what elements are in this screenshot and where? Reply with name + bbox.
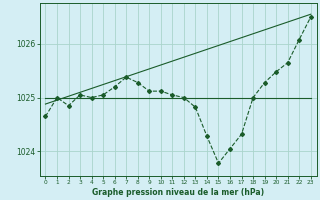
X-axis label: Graphe pression niveau de la mer (hPa): Graphe pression niveau de la mer (hPa) [92,188,264,197]
